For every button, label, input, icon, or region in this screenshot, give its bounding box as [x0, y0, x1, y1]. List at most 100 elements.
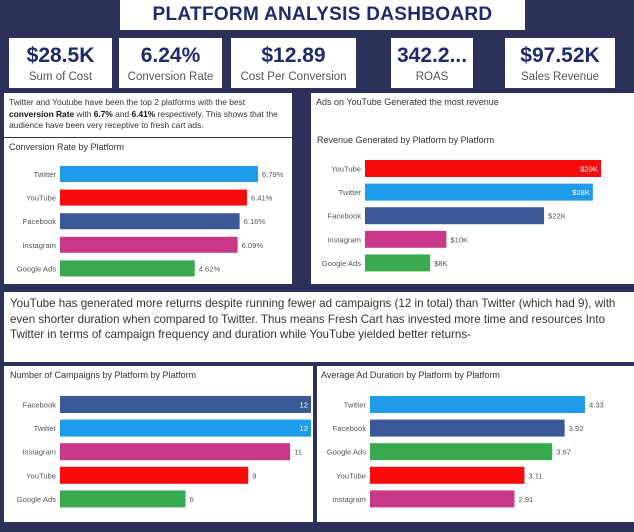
bar-instagram[interactable]: [365, 230, 447, 248]
chart-title: Number of Campaigns by Platform by Platf…: [10, 370, 197, 380]
data-label-instagram: 6.09%: [242, 241, 264, 250]
data-label-youtube: 6.41%: [251, 194, 273, 203]
note-text: Twitter and Youtube have been the top 2 …: [9, 97, 246, 107]
category-label-youtube: YouTube: [26, 194, 56, 203]
campaigns-chart: Facebook 12 Twitter 12 Instagram 11 YouTube 9 Go…: [17, 396, 311, 508]
data-label-google-ads: 3.67: [556, 448, 571, 457]
kpi-label: Conversion Rate: [127, 71, 214, 83]
data-label-facebook: 12: [300, 401, 308, 410]
title-banner: PLATFORM ANALYSIS DASHBOARD: [120, 0, 525, 30]
data-label-facebook: $22K: [548, 212, 566, 221]
kpi-label: Cost Per Conversion: [240, 71, 347, 83]
category-label-twitter: Twitter: [339, 188, 362, 197]
category-label-twitter: Twitter: [34, 424, 57, 433]
kpi-value: $28.5K: [26, 44, 95, 67]
note-bold: 6.41%: [131, 108, 156, 119]
category-label-google-ads: Google Ads: [17, 495, 56, 504]
category-label-instagram: Instagram: [332, 495, 366, 504]
bar-instagram[interactable]: [370, 490, 515, 508]
category-label-twitter: Twitter: [344, 401, 367, 410]
data-label-youtube: $29K: [580, 165, 598, 174]
kpi-card-cost-per-conversion[interactable]: $12.89 Cost Per Conversion: [231, 38, 356, 88]
revenue-chart-card[interactable]: Revenue Generated by Platform by Platfor…: [311, 127, 634, 284]
kpi-value: $12.89: [261, 44, 326, 67]
data-label-instagram: 11: [294, 448, 302, 457]
data-label-facebook: 3.92: [569, 424, 584, 433]
data-label-youtube: 9: [252, 471, 256, 480]
kpi-value: 342.2...: [396, 44, 468, 67]
note-text: YouTube has generated more returns despi…: [10, 297, 616, 341]
data-label-google-ads: 6: [190, 495, 194, 504]
bar-twitter[interactable]: [60, 166, 258, 182]
category-label-twitter: Twitter: [34, 170, 57, 179]
chart-title: Average Ad Duration by Platform by Platf…: [321, 370, 500, 380]
note-text: respectively. This shows that the audien…: [9, 108, 278, 131]
bar-youtube[interactable]: [60, 189, 247, 206]
duration-chart-card[interactable]: Average Ad Duration by Platform by Platf…: [317, 366, 634, 522]
data-label-facebook: 6.16%: [244, 217, 266, 226]
category-label-facebook: Facebook: [333, 424, 367, 433]
revenue-chart: YouTube $29K Twitter $28K Facebook $22K Instag…: [322, 160, 601, 272]
bar-facebook[interactable]: [60, 213, 240, 230]
bar-google-ads[interactable]: [370, 443, 553, 461]
category-label-instagram: Instagram: [22, 448, 56, 457]
bar-facebook[interactable]: [365, 207, 545, 225]
kpi-label: ROAS: [415, 71, 449, 83]
data-label-instagram: 2.91: [518, 495, 533, 504]
data-label-twitter: $28K: [572, 188, 590, 197]
kpi-value: $97.52K: [520, 44, 600, 67]
chart-title: Revenue Generated by Platform by Platfor…: [317, 135, 495, 145]
conversion-insight-note: Twitter and Youtube have been the top 2 …: [4, 93, 292, 137]
note-text: with: [74, 108, 94, 119]
note-text: and: [112, 108, 132, 119]
bar-twitter[interactable]: [365, 183, 593, 201]
bar-youtube[interactable]: [60, 466, 249, 484]
bar-google-ads[interactable]: [60, 260, 195, 277]
bar-facebook[interactable]: [370, 419, 565, 437]
kpi-value: 6.24%: [140, 44, 201, 67]
data-label-google-ads: 4.62%: [199, 264, 221, 273]
category-label-facebook: Facebook: [23, 401, 57, 410]
category-label-youtube: YouTube: [26, 471, 56, 480]
bar-instagram[interactable]: [60, 443, 291, 461]
data-label-instagram: $10K: [450, 235, 468, 244]
kpi-card-conversion-rate[interactable]: 6.24% Conversion Rate: [119, 38, 222, 88]
category-label-google-ads: Google Ads: [322, 259, 361, 268]
data-label-twitter: 12: [300, 424, 308, 433]
kpi-card-sum-of-cost[interactable]: $28.5K Sum of Cost: [9, 38, 112, 88]
chart-title: Conversion Rate by Platform: [9, 142, 125, 152]
bar-google-ads[interactable]: [60, 490, 186, 508]
category-label-instagram: Instagram: [22, 241, 56, 250]
bar-instagram[interactable]: [60, 236, 238, 253]
category-label-facebook: Facebook: [23, 217, 57, 226]
bar-twitter[interactable]: [60, 419, 311, 437]
note-bold: conversion Rate: [9, 108, 75, 119]
bar-youtube[interactable]: [370, 466, 525, 484]
bar-youtube[interactable]: [365, 160, 601, 177]
note-text: Ads on YouTube Generated the most revenu…: [316, 97, 499, 107]
bar-facebook[interactable]: [60, 396, 311, 413]
category-label-youtube: YouTube: [336, 471, 366, 480]
conversion-rate-chart-card[interactable]: Conversion Rate by Platform Twitter 6.79%…: [4, 138, 292, 284]
kpi-card-sales-revenue[interactable]: $97.52K Sales Revenue: [505, 38, 615, 88]
bar-google-ads[interactable]: [365, 254, 431, 272]
category-label-youtube: YouTube: [331, 165, 361, 174]
page-title: PLATFORM ANALYSIS DASHBOARD: [152, 4, 493, 25]
conversion-rate-chart: Twitter 6.79% YouTube 6.41% Facebook 6.16% Ins…: [17, 166, 284, 277]
duration-chart: Twitter 4.33 Facebook 3.92 Google Ads 3.67 You…: [327, 396, 604, 508]
kpi-label: Sales Revenue: [521, 71, 599, 83]
data-label-youtube: 3.11: [528, 471, 542, 480]
campaigns-chart-card[interactable]: Number of Campaigns by Platform by Platf…: [4, 366, 313, 522]
category-label-google-ads: Google Ads: [17, 264, 56, 273]
kpi-card-roas[interactable]: 342.2... ROAS: [391, 38, 473, 88]
bar-twitter[interactable]: [370, 396, 585, 413]
data-label-google-ads: $8K: [434, 259, 448, 268]
category-label-google-ads: Google Ads: [327, 448, 366, 457]
kpi-label: Sum of Cost: [28, 71, 93, 83]
data-label-twitter: 4.33: [589, 401, 604, 410]
campaign-insight-note: YouTube has generated more returns despi…: [4, 292, 634, 362]
category-label-facebook: Facebook: [328, 212, 362, 221]
category-label-instagram: Instagram: [327, 235, 361, 244]
note-bold: 6.7%: [93, 108, 113, 119]
data-label-twitter: 6.79%: [262, 170, 284, 179]
